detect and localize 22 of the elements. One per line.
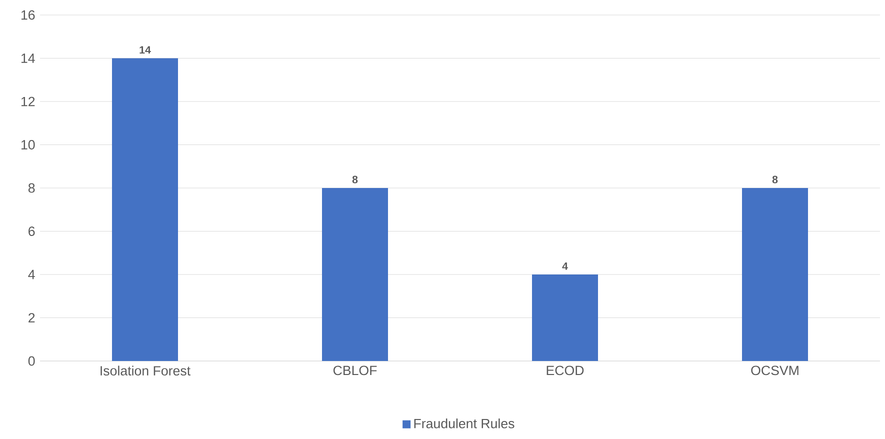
y-tick-label: 14 bbox=[21, 54, 35, 63]
bar bbox=[322, 188, 388, 361]
data-label: 8 bbox=[772, 176, 778, 184]
x-tick-label: OCSVM bbox=[751, 366, 798, 376]
x-tick-label: ECOD bbox=[546, 366, 584, 376]
bar bbox=[112, 58, 178, 361]
bar bbox=[532, 274, 598, 361]
x-tick-label: CBLOF bbox=[333, 366, 377, 376]
y-tick-label: 12 bbox=[21, 96, 35, 106]
y-tick-label: 0 bbox=[28, 356, 35, 366]
data-label: 14 bbox=[140, 46, 151, 54]
legend-label: Fraudulent Rules bbox=[414, 418, 514, 428]
data-label: 8 bbox=[352, 176, 358, 184]
x-tick-label: Isolation Forest bbox=[100, 366, 190, 376]
y-tick-label: 8 bbox=[28, 183, 35, 193]
y-tick-label: 6 bbox=[28, 226, 35, 236]
y-tick-label: 10 bbox=[21, 140, 35, 150]
data-label: 4 bbox=[562, 262, 568, 270]
bar bbox=[742, 188, 808, 361]
y-tick-label: 16 bbox=[21, 10, 35, 20]
y-tick-label: 2 bbox=[28, 313, 35, 322]
y-tick-label: 4 bbox=[28, 270, 35, 280]
